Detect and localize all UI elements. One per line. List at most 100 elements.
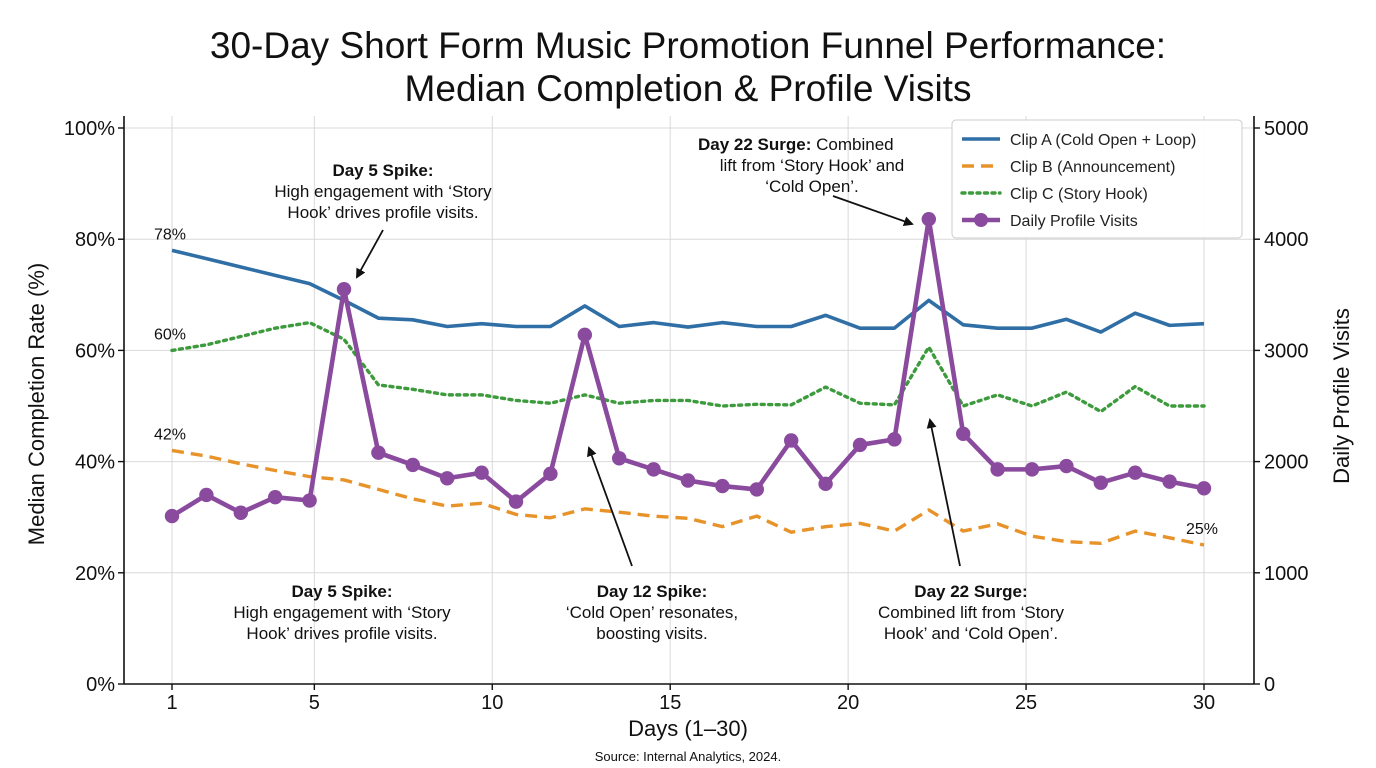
annotation-arrow <box>832 195 914 227</box>
annotation-title: Day 5 Spike: <box>291 582 392 601</box>
visits-point <box>680 473 696 488</box>
visits-point <box>956 426 971 441</box>
point-labels: 78% 60% 42% 25% <box>154 226 1218 538</box>
visits-point <box>440 471 455 486</box>
visits-point <box>543 466 558 482</box>
visits-point <box>268 489 283 505</box>
x-tick-label: 30 <box>1193 692 1215 714</box>
visits-point <box>508 494 524 509</box>
visits-point <box>852 437 868 453</box>
axes: 1 5 10 15 20 25 300%20%40%60%80%100%0100020003… <box>64 116 1309 714</box>
y-tick-label: 60% <box>75 340 115 362</box>
annotation-line: lift from ‘Story Hook’ and <box>720 156 905 175</box>
visits-point <box>784 433 799 448</box>
annotation-line: Hook’ and ‘Cold Open’. <box>884 624 1058 643</box>
legend: Clip A (Cold Open + Loop) Clip B (Announc… <box>951 119 1243 239</box>
x-tick-label: 1 <box>166 692 177 714</box>
annotation-line: Combined lift from ‘Story <box>878 603 1065 622</box>
y-tick-label: 80% <box>75 229 115 251</box>
visits-point <box>302 493 317 508</box>
legend-marker <box>974 213 988 227</box>
x-tick-label: 25 <box>1015 692 1037 714</box>
series <box>164 211 1212 547</box>
visits-point <box>749 482 764 497</box>
chart-title-line-1: 30-Day Short Form Music Promotion Funnel… <box>210 25 1166 66</box>
visits-point <box>233 505 248 520</box>
annotation-bottom: Day 5 Spike: High engagement with ‘Story H… <box>233 582 451 643</box>
legend-box <box>951 119 1243 239</box>
point-label: 78% <box>154 226 186 243</box>
annotation-line: ‘Cold Open’. <box>765 177 859 196</box>
annotation-bottom: Day 12 Spike: ‘Cold Open’ resonates, boost… <box>566 446 738 643</box>
x-axis-label: Days (1–30) <box>628 716 748 741</box>
visits-point <box>1093 475 1109 490</box>
visits-point <box>1162 474 1177 489</box>
series-line-2 <box>170 320 1206 414</box>
visits-point <box>921 211 936 227</box>
y-tick-label: 100% <box>64 118 115 140</box>
visits-point <box>887 432 902 447</box>
visits-point <box>164 508 180 524</box>
y2-tick-label: 1000 <box>1264 563 1309 585</box>
legend-label: Clip A (Cold Open + Loop) <box>1010 132 1196 149</box>
visits-point <box>199 487 214 503</box>
visits-point <box>715 478 730 494</box>
visits-point <box>990 462 1005 477</box>
annotation-title: Day 22 Surge: <box>914 582 1027 601</box>
point-label: 42% <box>154 426 186 443</box>
annotation-line: ‘Cold Open’ resonates, <box>566 603 738 622</box>
y2-tick-label: 2000 <box>1264 452 1309 474</box>
annotation-top: Day 5 Spike: High engagement with ‘Story H… <box>274 161 492 279</box>
visits-point <box>646 462 661 477</box>
visits-point <box>371 445 386 460</box>
point-label: 60% <box>154 326 186 343</box>
visits-point <box>1196 481 1212 496</box>
annotation-title: Day 12 Spike: <box>597 582 708 601</box>
x-tick-label: 20 <box>837 692 859 714</box>
annotation-bottom: Day 22 Surge: Combined lift from ‘Story Ho… <box>878 418 1065 643</box>
visits-point <box>1059 458 1074 474</box>
x-tick-label: 15 <box>659 692 681 714</box>
visits-point <box>405 457 420 473</box>
y2-tick-label: 3000 <box>1264 340 1309 362</box>
annotation-line: Hook’ drives profile visits. <box>287 203 478 222</box>
annotation-title: Day 22 Surge: Combined <box>698 135 894 154</box>
visits-point <box>818 476 833 492</box>
source-note: Source: Internal Analytics, 2024. <box>595 749 781 764</box>
annotation-arrow <box>356 229 384 279</box>
y2-axis-label: Daily Profile Visits <box>1329 308 1354 484</box>
y-axis-label: Median Completion Rate (%) <box>24 263 49 545</box>
x-tick-label: 10 <box>481 692 503 714</box>
visits-point <box>1128 465 1143 480</box>
annotations: Day 5 Spike: High engagement with ‘Story H… <box>233 135 1064 643</box>
annotation-bold: Day 22 Surge: <box>698 135 811 154</box>
legend-label: Clip C (Story Hook) <box>1010 186 1148 203</box>
visits-point <box>1024 462 1040 477</box>
annotation-title-rest: Combined <box>811 135 893 154</box>
annotation-arrow <box>926 418 961 567</box>
annotation-title: Day 5 Spike: <box>332 161 433 180</box>
visits-point <box>474 465 489 480</box>
annotation-line: High engagement with ‘Story <box>233 603 451 622</box>
annotation-line: boosting visits. <box>596 624 708 643</box>
series-line-3 <box>170 216 1205 519</box>
annotation-top: Day 22 Surge: Combined lift from ‘Story H… <box>698 135 914 227</box>
visits-point <box>577 327 592 343</box>
y2-tick-label: 5000 <box>1264 118 1309 140</box>
series-line-0 <box>171 248 1205 334</box>
annotation-line: Hook’ drives profile visits. <box>246 624 437 643</box>
y2-tick-label: 0 <box>1264 674 1275 696</box>
legend-label: Clip B (Announcement) <box>1010 159 1175 176</box>
visits-point <box>612 451 627 466</box>
x-tick-label: 5 <box>309 692 320 714</box>
y-tick-label: 20% <box>75 563 115 585</box>
series-line-1 <box>171 448 1205 547</box>
y-tick-label: 0% <box>86 674 115 696</box>
y2-tick-label: 4000 <box>1264 229 1309 251</box>
chart-title-line-2: Median Completion & Profile Visits <box>405 68 972 109</box>
annotation-line: High engagement with ‘Story <box>274 182 492 201</box>
y-tick-label: 40% <box>75 452 115 474</box>
visits-point <box>336 282 352 297</box>
legend-label: Daily Profile Visits <box>1010 213 1138 230</box>
